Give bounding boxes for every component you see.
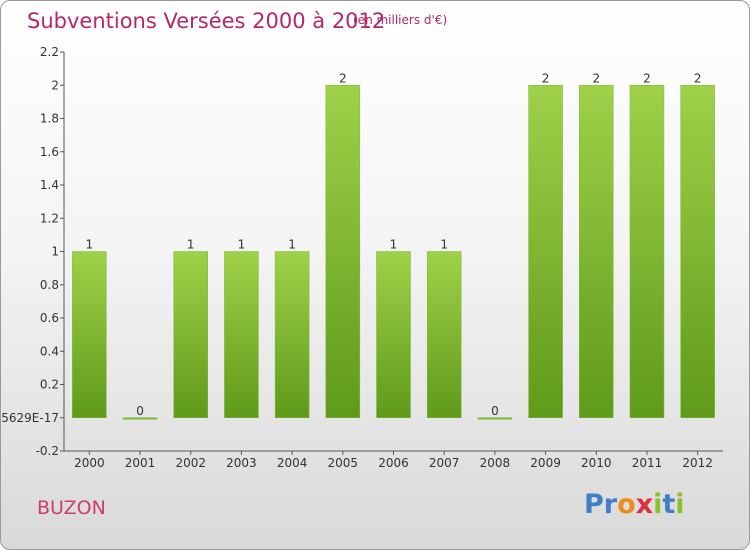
x-tick-label-2004: 2004 xyxy=(277,456,308,470)
bar-2004 xyxy=(274,251,310,418)
y-tick-label: 1.4 xyxy=(40,178,59,192)
data-label-2010: 2 xyxy=(592,71,600,85)
commune-name: BUZON xyxy=(37,497,106,519)
data-label-2002: 1 xyxy=(187,238,195,252)
data-label-2009: 2 xyxy=(542,71,550,85)
x-tick-label-2009: 2009 xyxy=(530,456,561,470)
data-label-2006: 1 xyxy=(390,238,398,252)
y-tick-label: 0.6 xyxy=(40,311,59,325)
y-tick-label: 0.2 xyxy=(40,378,59,392)
y-tick-label: 1.6 xyxy=(40,145,59,159)
brand-letter: r xyxy=(603,489,618,520)
data-label-2012: 2 xyxy=(694,71,702,85)
brand-letter: P xyxy=(584,489,604,520)
data-label-2000: 1 xyxy=(86,238,94,252)
data-label-2011: 2 xyxy=(643,71,651,85)
bar-2007 xyxy=(426,251,462,418)
bar-2009 xyxy=(528,85,563,418)
bar-2005 xyxy=(325,85,361,418)
data-label-2007: 1 xyxy=(440,238,448,252)
bar-2000 xyxy=(72,251,107,418)
data-label-2004: 1 xyxy=(288,238,296,252)
y-tick-label: 2.2 xyxy=(40,45,59,59)
bar-2001 xyxy=(122,417,158,420)
brand-letter: i xyxy=(675,489,685,520)
x-tick-label-2011: 2011 xyxy=(632,456,663,470)
data-label-2008: 0 xyxy=(491,404,499,418)
chart-title: Subventions Versées 2000 à 2012 xyxy=(27,9,386,33)
bar-2006 xyxy=(376,251,411,418)
y-tick-label: 1.2 xyxy=(40,211,59,225)
x-tick-label-2010: 2010 xyxy=(581,456,612,470)
bar-2011 xyxy=(629,85,665,418)
x-tick-label-2007: 2007 xyxy=(429,456,460,470)
bar-2002 xyxy=(173,251,208,418)
x-tick-label-2001: 2001 xyxy=(125,456,156,470)
brand-letter: i xyxy=(653,489,663,520)
x-tick-label-2003: 2003 xyxy=(226,456,257,470)
bar-2003 xyxy=(224,251,259,418)
brand-letter: x xyxy=(635,489,654,520)
y-tick-label: -5.55111512315629E-17 xyxy=(1,411,59,425)
data-label-2001: 0 xyxy=(136,404,144,418)
x-tick-label-2008: 2008 xyxy=(480,456,511,470)
y-tick-label: 0.8 xyxy=(40,278,59,292)
chart-subtitle: (en milliers d'€) xyxy=(353,13,448,27)
bar-2010 xyxy=(579,85,614,418)
y-tick-label: -0.2 xyxy=(36,444,59,458)
x-tick-label-2006: 2006 xyxy=(378,456,409,470)
y-tick-label: 1.8 xyxy=(40,112,59,126)
brand-letter: o xyxy=(617,489,636,520)
data-label-2003: 1 xyxy=(238,238,246,252)
x-tick-label-2012: 2012 xyxy=(682,456,713,470)
bar-2012 xyxy=(680,85,715,418)
brand-letter: t xyxy=(662,489,676,520)
y-tick-label: 0.4 xyxy=(40,344,59,358)
y-tick-label: 1 xyxy=(51,245,59,259)
bar-2008 xyxy=(477,417,513,420)
proxiti-logo: Proxiti xyxy=(584,489,685,520)
x-tick-label-2000: 2000 xyxy=(74,456,105,470)
x-tick-label-2005: 2005 xyxy=(328,456,359,470)
x-tick-label-2002: 2002 xyxy=(175,456,206,470)
data-label-2005: 2 xyxy=(339,71,347,85)
y-tick-label: 2 xyxy=(51,78,59,92)
